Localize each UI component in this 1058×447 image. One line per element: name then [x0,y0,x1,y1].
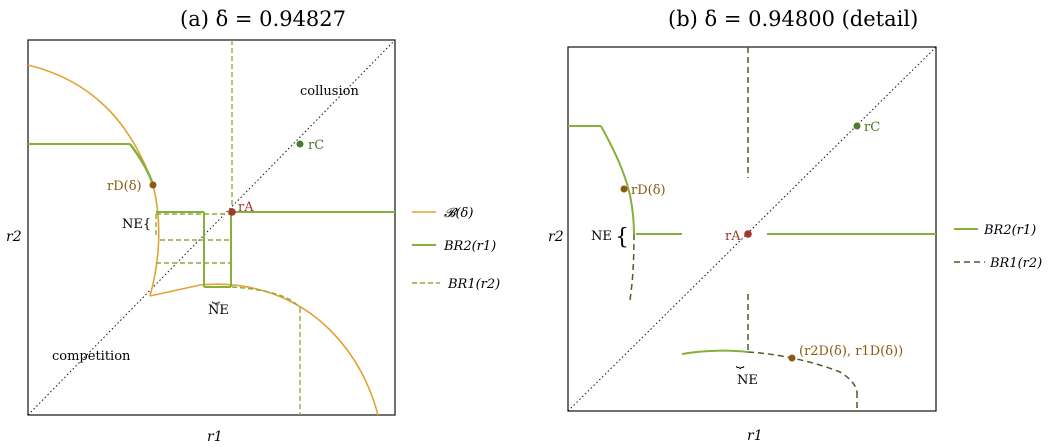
panel-a-frame [27,39,396,416]
panel-a: (a) δ = 0.94827 collusion competition rC [6,7,500,445]
panel-a-label-ne-bottom: NE [208,303,229,318]
panel-a-br1-curve [231,286,301,309]
panel-b-label-rc: rC [864,120,880,135]
panel-b-xlabel: r1 [747,428,763,444]
panel-a-ylabel: r2 [6,229,22,245]
panel-b-label-ra: rA [725,229,741,244]
panel-b-br2-bottom [681,349,749,355]
panel-a-label-rc: rC [308,138,324,153]
panel-a-label-collusion: collusion [300,84,359,99]
legend-a-label-br2: BR2(r1) [443,239,496,254]
panel-b-ylabel: r2 [548,229,564,245]
panel-a-label-ra: rA [238,200,254,215]
panel-a-label-competition: competition [52,349,131,364]
panel-a-label-ne-left: NE{ [122,217,151,232]
panel-a-label-rd: rD(δ) [107,179,142,194]
panel-b-legend: BR2(r1) BR1(r2) [954,223,1042,271]
panel-a-diagonal [27,39,396,416]
panel-b-label-ne-bottom: NE [737,373,758,388]
panel-b-br2-curve [600,125,635,235]
legend-b-label-br2: BR2(r1) [983,223,1036,238]
panel-b-label-rd-pair: (r2D(δ), r1D(δ)) [799,344,903,359]
panel-b-br1-left [629,233,635,301]
panel-b-point-rd [620,185,628,193]
panel-a-point-rc [296,140,304,148]
panel-a-ne-brace: ⏟ [212,290,220,306]
panel-b: (b) δ = 0.94800 (detail) rC rD(δ) rA NE … [548,7,1042,444]
panel-b-ne-bottom-brace: ⏟ [736,353,745,370]
legend-b-label-br1: BR1(r2) [989,256,1042,271]
panel-a-point-ra [228,208,236,216]
legend-a-label-boundary: 𝓑(δ) [444,206,473,221]
panel-b-ne-left-brace: { [615,225,629,250]
panel-a-point-rd [149,181,157,189]
panel-b-br1-curve [747,351,858,393]
panel-b-frame [567,46,937,412]
panel-a-boundary-lower [149,283,379,416]
panel-b-label-rd: rD(δ) [631,183,666,198]
panel-a-xlabel: r1 [207,429,223,445]
panel-a-legend: 𝓑(δ) BR2(r1) BR1(r2) [412,206,500,292]
panel-b-point-rc [853,122,861,130]
panel-b-title: (b) δ = 0.94800 (detail) [668,7,918,31]
panel-a-title: (a) δ = 0.94827 [180,7,346,31]
panel-b-point-ra [744,230,752,238]
legend-a-label-br1: BR1(r2) [447,277,500,292]
panel-b-label-ne-left: NE [591,229,612,244]
panel-b-point-rd-pair [788,354,796,362]
